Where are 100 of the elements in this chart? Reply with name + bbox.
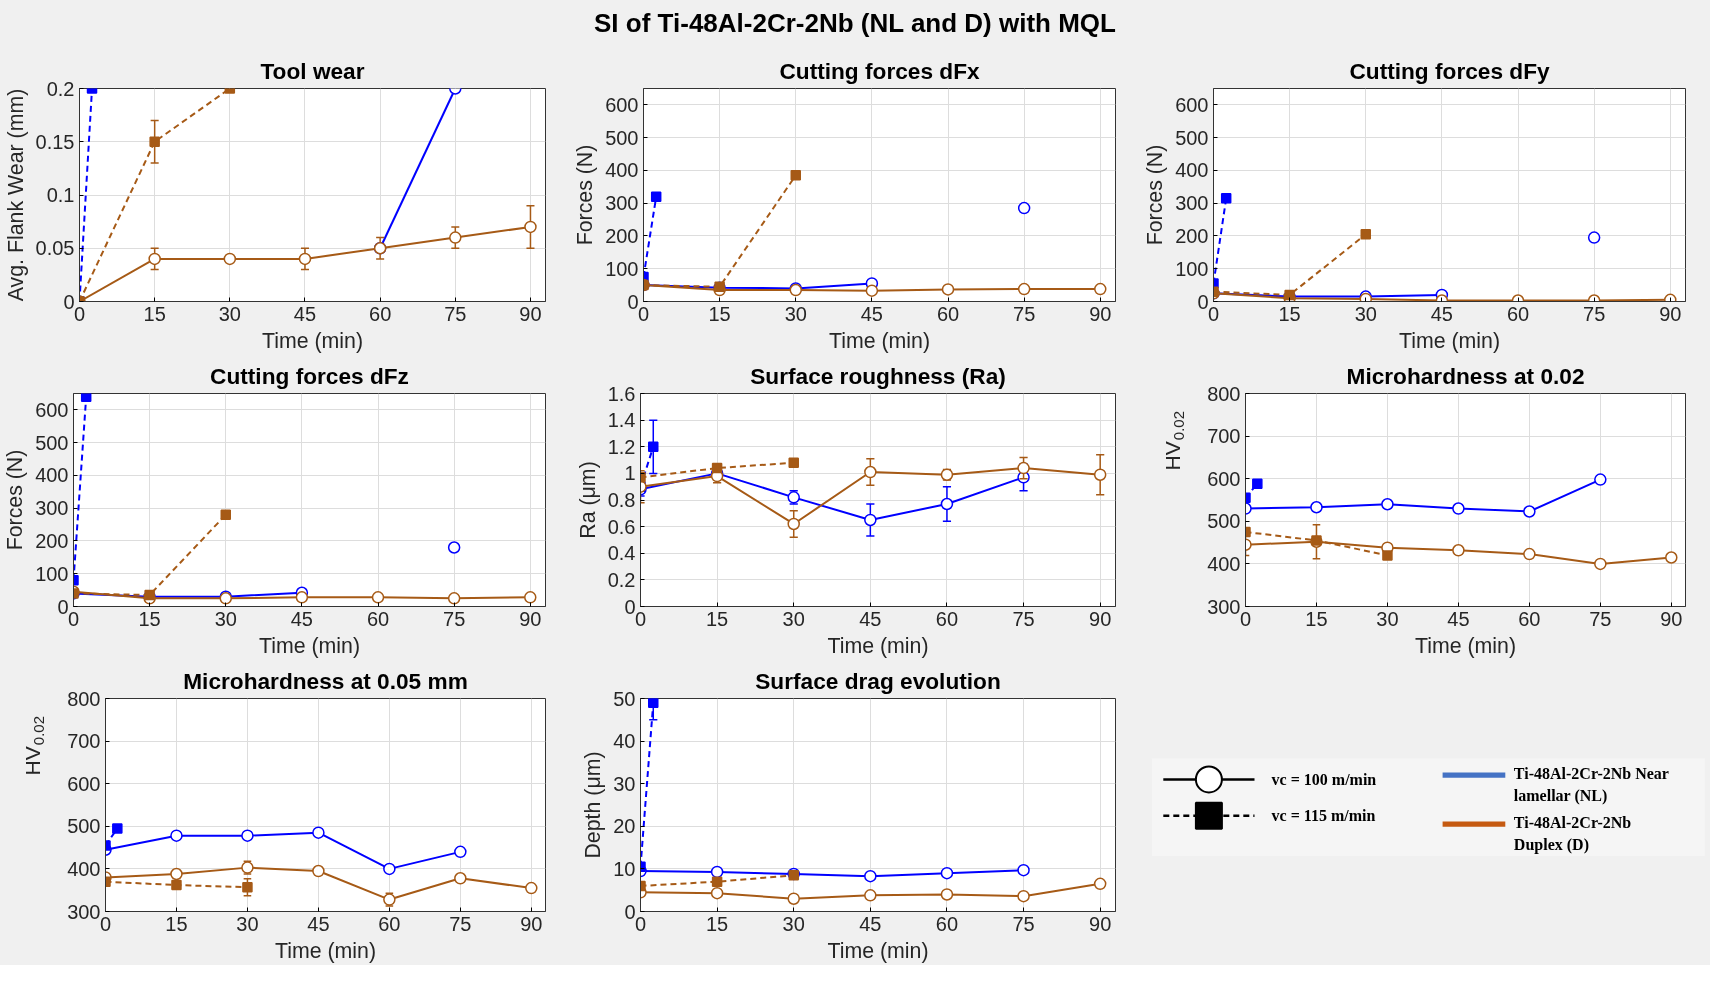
y-tick-label: 600 — [67, 772, 101, 795]
x-axis-title: Time (min) — [828, 328, 931, 353]
x-tick-label: 75 — [1012, 607, 1035, 630]
y-tick-label: 0.1 — [46, 184, 75, 206]
x-tick-label: 45 — [860, 302, 884, 325]
y-axis-title: Forces (N) — [1143, 144, 1168, 246]
x-tick-label: 30 — [236, 912, 259, 935]
text: SI of Ti-48Al-2Cr-2Nb (NL and D) with MQL — [594, 7, 1116, 40]
y-axis-title: HV0.02 — [1161, 410, 1187, 471]
y-axis-title: Depth (μm) — [581, 751, 606, 859]
x-tick-label: 30 — [1354, 302, 1377, 325]
legend-label: vc = 100 m/min — [1271, 770, 1377, 788]
y-tick-label: 1.2 — [607, 435, 636, 458]
y-axis-title: Ra (μm) — [575, 461, 600, 539]
x-tick-label: 45 — [859, 912, 882, 935]
y-tick-label: 200 — [605, 224, 639, 247]
y-tick-label: 400 — [35, 464, 69, 487]
y-tick-label: 1.6 — [607, 382, 636, 405]
y-tick-label: 500 — [1207, 510, 1241, 533]
y-tick-label: 600 — [35, 398, 69, 421]
y-tick-label: 30 — [613, 772, 636, 795]
y-tick-label: 400 — [605, 159, 639, 182]
y-tick-label: 300 — [1207, 595, 1241, 618]
x-tick-label: 90 — [519, 607, 542, 630]
x-tick-label: 45 — [1447, 607, 1470, 630]
y-tick-label: 0.15 — [35, 130, 75, 153]
legend-label: vc = 115 m/min — [1271, 807, 1376, 825]
x-tick-label: 75 — [444, 302, 467, 325]
y-tick-label: 100 — [35, 562, 69, 585]
y-tick-label: 800 — [67, 687, 101, 710]
y-axis-title: Avg. Flank Wear (mm) — [3, 88, 28, 302]
y-tick-label: 0.05 — [35, 237, 75, 260]
x-tick-label: 60 — [378, 912, 401, 935]
x-axis-title: Time (min) — [1398, 328, 1501, 353]
x-tick-label: 45 — [859, 607, 882, 630]
x-tick-label: 15 — [138, 607, 161, 630]
y-tick-label: 20 — [613, 815, 636, 838]
y-axis-title: Forces (N) — [573, 144, 598, 246]
y-tick-label: 500 — [35, 431, 69, 454]
y-tick-label: 500 — [67, 815, 101, 838]
x-tick-label: 15 — [1305, 607, 1328, 630]
legend-label: Ti-48Al-2Cr-2Nb Duplex (D) — [1513, 814, 1632, 855]
x-tick-label: 75 — [443, 607, 466, 630]
x-tick-label: 90 — [1660, 607, 1683, 630]
chart-title: Surface roughness (Ra) — [750, 362, 1006, 389]
chart-title: Cutting forces dFz — [210, 362, 409, 389]
y-tick-label: 500 — [605, 126, 639, 149]
y-tick-label: 600 — [1175, 93, 1209, 116]
x-tick-label: 15 — [705, 607, 729, 630]
chart-title: Microhardness at 0.02 — [1346, 362, 1585, 389]
y-tick-label: 700 — [67, 730, 101, 753]
y-tick-label: 300 — [1175, 192, 1209, 215]
y-tick-label: 0.4 — [607, 542, 636, 565]
x-tick-label: 30 — [214, 607, 237, 630]
x-tick-label: 90 — [520, 912, 543, 935]
x-axis-title: Time (min) — [274, 938, 377, 963]
x-tick-label: 90 — [1089, 302, 1112, 325]
y-tick-label: 0.8 — [607, 489, 636, 511]
y-tick-label: 300 — [605, 192, 639, 215]
x-tick-label: 60 — [1518, 607, 1541, 630]
y-tick-label: 700 — [1207, 425, 1241, 448]
y-tick-label: 0.2 — [46, 77, 75, 100]
y-tick-label: 1 — [624, 462, 636, 485]
x-tick-label: 90 — [1089, 912, 1112, 935]
chart-title: Tool wear — [260, 57, 365, 84]
x-tick-label: 90 — [1659, 302, 1682, 325]
y-tick-label: 400 — [1207, 552, 1241, 575]
x-tick-label: 15 — [708, 302, 731, 325]
x-tick-label: 15 — [143, 302, 166, 325]
chart-title: Cutting forces dFy — [1349, 57, 1550, 84]
y-tick-label: 600 — [1207, 467, 1241, 490]
x-tick-label: 90 — [519, 302, 542, 325]
y-tick-label: 50 — [613, 687, 636, 710]
y-tick-label: 200 — [1175, 224, 1209, 247]
x-tick-label: 30 — [1376, 607, 1399, 630]
x-tick-label: 45 — [290, 607, 314, 630]
y-tick-label: 800 — [1207, 382, 1241, 405]
x-tick-label: 60 — [935, 912, 959, 935]
chart-title: Cutting forces dFx — [779, 57, 980, 84]
y-tick-label: 0.6 — [607, 515, 636, 538]
x-axis-title: Time (min) — [827, 938, 929, 963]
y-tick-label: 10 — [613, 857, 636, 880]
x-tick-label: 15 — [705, 912, 729, 935]
x-tick-label: 75 — [1013, 302, 1036, 325]
y-tick-label: 100 — [1175, 257, 1209, 280]
y-tick-label: 40 — [613, 730, 636, 753]
y-tick-label: 1.4 — [607, 409, 636, 432]
x-tick-label: 15 — [165, 912, 188, 935]
x-tick-label: 15 — [1278, 302, 1301, 325]
x-axis-title: Time (min) — [261, 328, 364, 353]
y-tick-label: 500 — [1175, 126, 1209, 149]
y-tick-label: 100 — [605, 257, 639, 280]
x-tick-label: 75 — [1012, 912, 1035, 935]
x-tick-label: 45 — [307, 912, 330, 935]
x-axis-title: Time (min) — [258, 633, 361, 658]
x-axis-title: Time (min) — [1414, 633, 1517, 658]
x-tick-label: 90 — [1089, 607, 1112, 630]
y-tick-label: 300 — [67, 900, 101, 923]
x-tick-label: 60 — [369, 302, 392, 325]
y-tick-label: 400 — [1175, 159, 1209, 182]
